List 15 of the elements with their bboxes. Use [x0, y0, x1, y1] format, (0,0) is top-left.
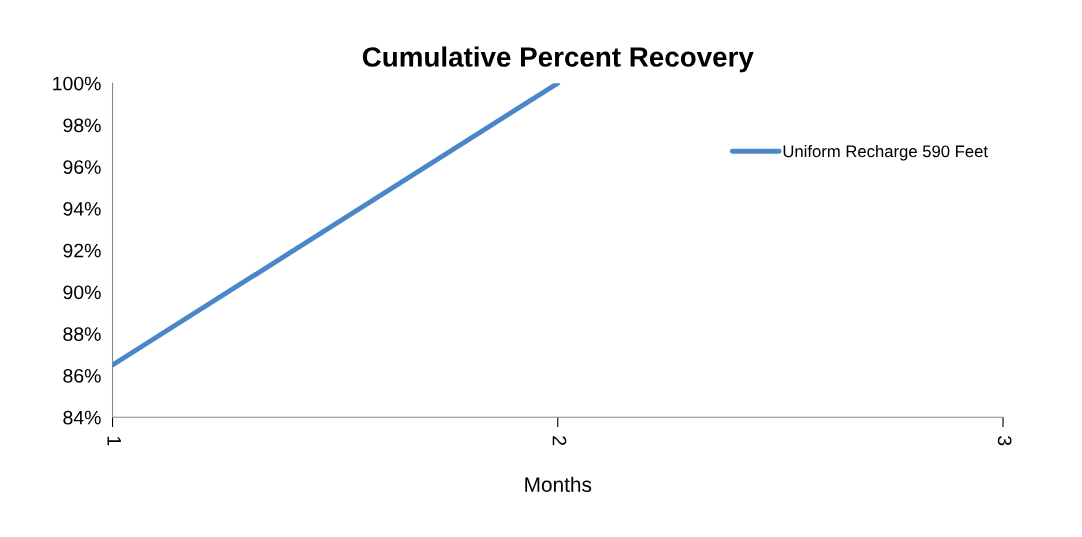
x-axis-title: Months	[525, 476, 592, 492]
y-tick-label: 98%	[63, 118, 101, 133]
y-tick-label: 84%	[63, 410, 101, 425]
y-tick-label: 88%	[63, 327, 101, 341]
chart-title: Cumulative Percent Recovery	[362, 46, 754, 73]
y-tick-label: 94%	[63, 201, 101, 216]
y-tick-label: 100%	[53, 76, 101, 91]
y-tick-label: 96%	[63, 160, 101, 174]
y-tick-label: 92%	[63, 243, 101, 258]
legend-label: Uniform Recharge 590 Feet	[783, 145, 988, 161]
y-tick-label: 90%	[63, 285, 101, 300]
x-tick-label: 1	[107, 436, 121, 446]
y-tick-label: 86%	[63, 368, 101, 383]
x-tick-label: 2	[552, 436, 567, 446]
x-tick-label: 3	[997, 436, 1012, 446]
